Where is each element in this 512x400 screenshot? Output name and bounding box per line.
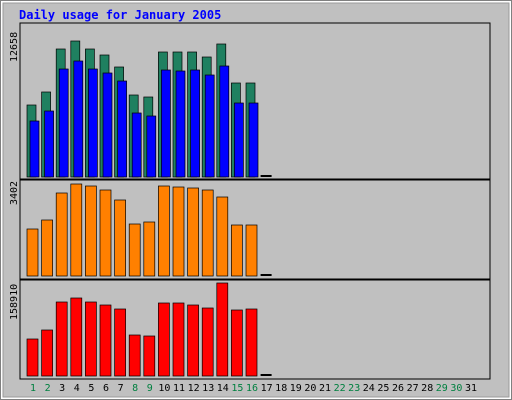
bar-visits <box>26 338 39 377</box>
bars-layer <box>26 40 272 377</box>
bar-visits <box>201 307 214 377</box>
panel-frame-hits <box>19 22 491 180</box>
panel-frame-visits <box>19 279 491 380</box>
day-label: 13 <box>202 383 214 394</box>
bar-visits <box>114 308 126 377</box>
bar-visits <box>70 297 83 377</box>
bar-visits <box>85 301 97 377</box>
day-label: 31 <box>465 383 477 394</box>
bar-visits <box>143 335 156 377</box>
zero-bar-marker <box>260 274 272 276</box>
day-label: 7 <box>118 383 124 394</box>
bar-kbytes <box>41 219 53 277</box>
day-label: 25 <box>377 383 389 394</box>
panel-max-label-hits: 12658 <box>9 32 20 62</box>
bar-files <box>161 69 171 178</box>
bar-files <box>146 115 157 178</box>
bar-kbytes <box>216 196 229 277</box>
panel-frame-kbytes <box>19 179 491 280</box>
bar-files <box>175 70 186 178</box>
bar-visits <box>41 329 53 377</box>
bar-files <box>131 112 142 178</box>
bar-files <box>204 74 215 178</box>
bar-files <box>29 120 40 178</box>
bar-files <box>219 65 230 178</box>
bar-kbytes <box>231 224 243 277</box>
bar-files <box>248 102 259 178</box>
day-label: 9 <box>147 383 153 394</box>
day-label: 28 <box>421 383 433 394</box>
day-label: 27 <box>407 383 419 394</box>
bar-files <box>58 68 69 178</box>
day-label: 3 <box>59 383 65 394</box>
bar-visits <box>55 301 68 377</box>
day-label: 15 <box>231 383 243 394</box>
bar-visits <box>172 302 185 377</box>
chart-title: Daily usage for January 2005 <box>19 8 221 22</box>
bar-files <box>190 69 200 178</box>
day-label: 5 <box>88 383 94 394</box>
panel-max-label-visits: 158910 <box>9 284 20 320</box>
bar-visits <box>128 334 141 377</box>
day-label: 22 <box>334 383 346 394</box>
day-label: 24 <box>363 383 375 394</box>
bar-files <box>44 110 54 178</box>
day-label: 2 <box>45 383 51 394</box>
bar-kbytes <box>26 228 39 277</box>
panel-max-label-kbytes: 3402 <box>9 181 20 205</box>
bar-kbytes <box>245 224 258 277</box>
bar-kbytes <box>158 185 170 277</box>
day-label: 17 <box>261 383 273 394</box>
day-labels: 1 2 3 4 5 6 7 8 9 10 11 12 13 14 15 16 17 18 19 20 21 22 23 24 2… <box>30 383 477 394</box>
bar-visits <box>158 302 170 377</box>
bar-files <box>73 60 84 178</box>
day-label: 8 <box>132 383 138 394</box>
day-label: 29 <box>436 383 448 394</box>
bar-files <box>117 80 127 178</box>
zero-bar-marker <box>260 374 272 376</box>
bar-visits <box>216 282 229 377</box>
bar-kbytes <box>70 183 83 277</box>
day-label: 18 <box>275 383 287 394</box>
bar-visits <box>99 304 112 377</box>
bar-visits <box>231 309 243 377</box>
bar-kbytes <box>172 186 185 277</box>
day-label: 19 <box>290 383 302 394</box>
bar-kbytes <box>201 189 214 277</box>
bar-kbytes <box>128 223 141 277</box>
day-label: 11 <box>173 383 185 394</box>
bar-visits <box>187 304 199 377</box>
bar-kbytes <box>114 199 126 277</box>
day-label: 12 <box>188 383 200 394</box>
bar-files <box>102 72 113 178</box>
bar-files <box>88 68 98 178</box>
bar-kbytes <box>99 189 112 277</box>
day-label: 14 <box>217 383 229 394</box>
day-label: 21 <box>319 383 331 394</box>
day-label: 30 <box>450 383 462 394</box>
day-label: 23 <box>348 383 360 394</box>
bar-kbytes <box>143 221 156 277</box>
day-label: 6 <box>103 383 109 394</box>
day-label: 4 <box>74 383 80 394</box>
day-label: 1 <box>30 383 36 394</box>
day-label: 16 <box>246 383 258 394</box>
bar-kbytes <box>187 187 199 277</box>
bar-kbytes <box>85 185 97 277</box>
bar-files <box>234 102 244 178</box>
bar-visits <box>245 308 258 377</box>
day-label: 20 <box>304 383 316 394</box>
day-label: 26 <box>392 383 404 394</box>
day-label: 10 <box>158 383 170 394</box>
zero-bar-marker <box>260 175 272 177</box>
bar-kbytes <box>55 192 68 277</box>
